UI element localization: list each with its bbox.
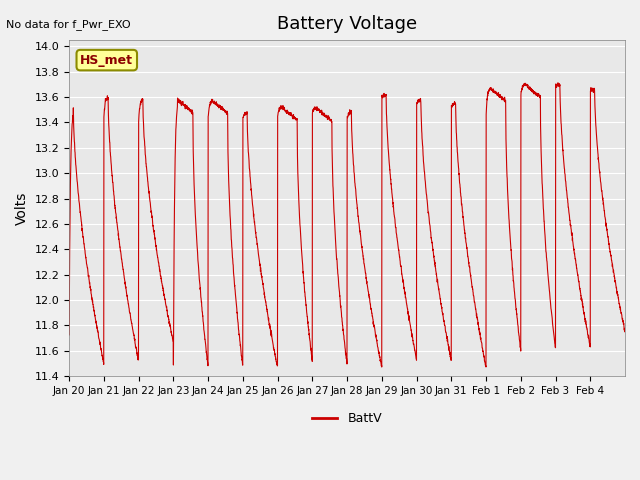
Text: No data for f_Pwr_EXO: No data for f_Pwr_EXO [6,19,131,30]
Y-axis label: Volts: Volts [15,192,29,225]
Legend: BattV: BattV [307,407,387,430]
Text: HS_met: HS_met [80,54,133,67]
Title: Battery Voltage: Battery Voltage [277,15,417,33]
